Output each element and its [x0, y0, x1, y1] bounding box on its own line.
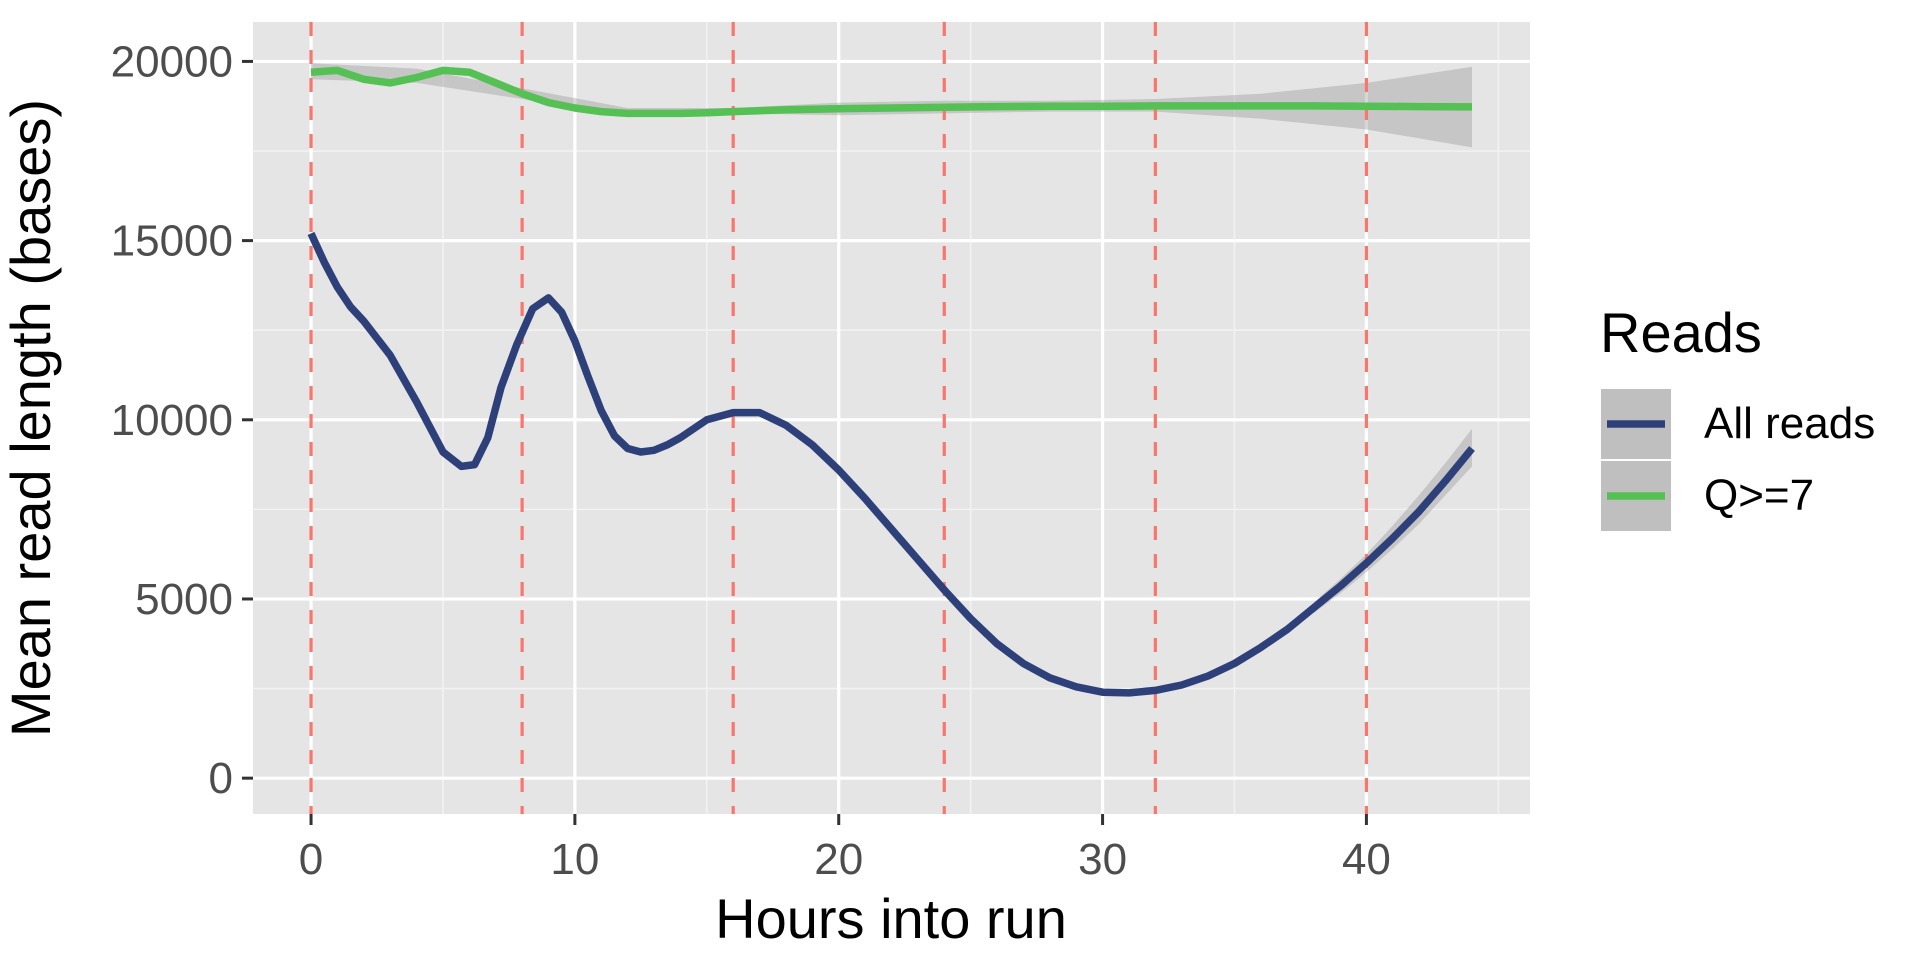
confidence-band-0: [1313, 428, 1472, 614]
y-tick-label-0: 0: [209, 754, 233, 803]
y-axis-title: Mean read length (bases): [0, 99, 62, 737]
legend-entries: All reads Q>=7: [1599, 387, 1875, 533]
series-line-0: [307, 231, 1475, 697]
x-axis-title: Hours into run: [715, 887, 1067, 950]
y-tick-label-1: 5000: [135, 575, 233, 624]
x-tick-label-2: 20: [814, 835, 863, 884]
y-axis: 0 5000 10000 15000 20000: [111, 37, 253, 803]
y-tick-label-4: 20000: [111, 37, 233, 86]
minor-grid: [253, 22, 1530, 814]
x-tick-label-0: 0: [299, 835, 323, 884]
legend-label-0: All reads: [1704, 399, 1875, 448]
series-lines: [307, 66, 1475, 697]
x-tick-label-3: 30: [1078, 835, 1127, 884]
x-axis: 0 10 20 30 40: [299, 814, 1391, 884]
reference-lines: [309, 22, 1369, 814]
legend-title: Reads: [1600, 301, 1762, 364]
series-line-1: [310, 66, 1473, 118]
x-tick-label-1: 10: [550, 835, 599, 884]
x-tick-label-4: 40: [1342, 835, 1391, 884]
legend-label-1: Q>=7: [1704, 471, 1814, 520]
y-tick-label-3: 15000: [111, 217, 233, 266]
legend: Reads All reads Q>=7: [1599, 301, 1875, 533]
y-tick-label-2: 10000: [111, 396, 233, 445]
panel-background: [253, 22, 1530, 814]
